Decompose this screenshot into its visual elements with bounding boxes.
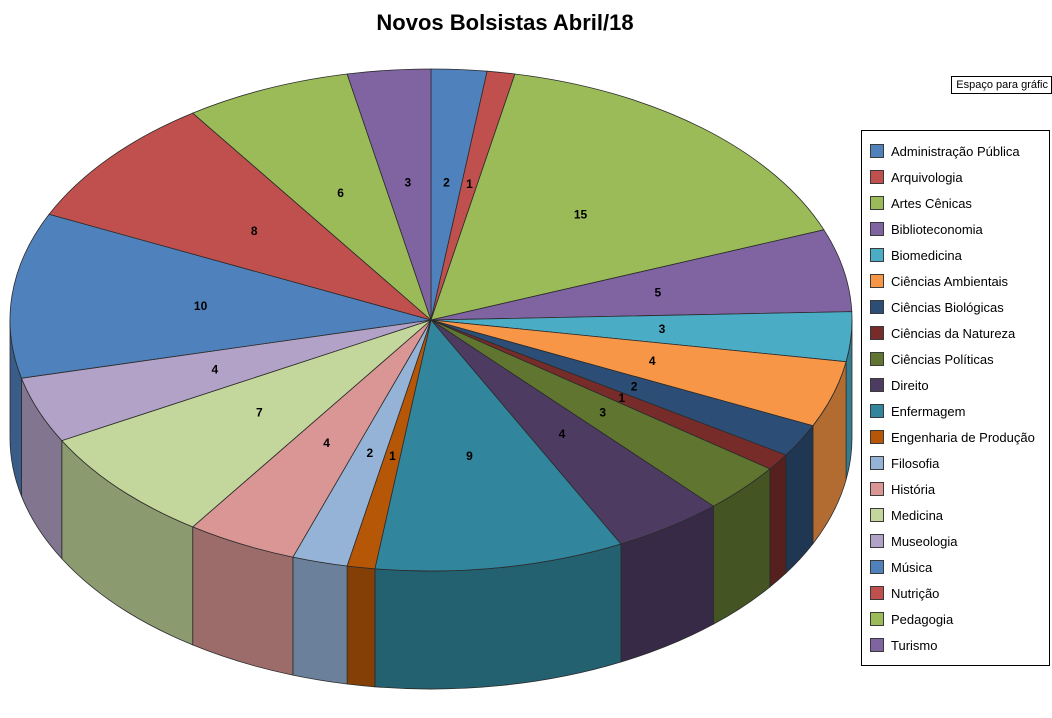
chart-spacer-textbox[interactable]: Espaço para gráfic — [951, 76, 1052, 94]
pie-slice-value-label: 5 — [655, 286, 662, 300]
pie-slice-value-label: 3 — [404, 176, 411, 190]
pie-slice-value-label: 1 — [389, 449, 396, 463]
legend-label: Ciências da Natureza — [891, 325, 1016, 341]
legend-label: Biblioteconomia — [891, 221, 983, 237]
legend-item-ciencias-biologicas[interactable]: Ciências Biológicas — [870, 294, 1045, 320]
legend-swatch — [870, 638, 884, 652]
pie-slice-medicina[interactable] — [61, 319, 432, 528]
legend-swatch — [870, 274, 884, 288]
legend-item-museologia[interactable]: Museologia — [870, 528, 1045, 554]
pie-slice-value-label: 2 — [443, 175, 450, 189]
legend-swatch — [870, 612, 884, 626]
chart-legend: Administração Pública Arquivologia Artes C… — [861, 130, 1050, 666]
legend-item-arquivologia[interactable]: Arquivologia — [870, 164, 1045, 190]
legend-label: História — [891, 481, 936, 497]
legend-item-filosofia[interactable]: Filosofia — [870, 450, 1045, 476]
pie-slice-value-label: 2 — [366, 446, 373, 460]
legend-label: Pedagogia — [891, 611, 954, 627]
legend-swatch — [870, 430, 884, 444]
legend-item-ciencias-politicas[interactable]: Ciências Políticas — [870, 346, 1045, 372]
pie-slice-side-engenharia-de-producao[interactable] — [346, 565, 376, 688]
pie-slice-value-label: 4 — [649, 354, 656, 368]
pie-slice-value-label: 15 — [574, 208, 588, 222]
legend-label: Engenharia de Produção — [891, 429, 1035, 445]
legend-swatch — [870, 248, 884, 262]
chart-title: Novos Bolsistas Abril/18 — [376, 10, 634, 35]
legend-swatch — [870, 404, 884, 418]
legend-swatch — [870, 456, 884, 470]
legend-label: Biomedicina — [891, 247, 962, 263]
legend-swatch — [870, 378, 884, 392]
legend-item-ciencias-ambientais[interactable]: Ciências Ambientais — [870, 268, 1045, 294]
legend-item-administracao-publica[interactable]: Administração Pública — [870, 138, 1045, 164]
pie-slice-value-label: 2 — [631, 379, 638, 393]
pie-slice-side-filosofia[interactable] — [292, 556, 348, 685]
legend-swatch — [870, 482, 884, 496]
legend-swatch — [870, 196, 884, 210]
pie-slice-nutricao[interactable] — [48, 112, 432, 321]
legend-swatch — [870, 300, 884, 314]
legend-label: Artes Cênicas — [891, 195, 972, 211]
legend-item-pedagogia[interactable]: Pedagogia — [870, 606, 1045, 632]
pie-slice-pedagogia[interactable] — [191, 73, 432, 322]
legend-item-medicina[interactable]: Medicina — [870, 502, 1045, 528]
legend-item-nutricao[interactable]: Nutrição — [870, 580, 1045, 606]
pie-slice-value-label: 9 — [466, 449, 473, 463]
pie-slice-value-label: 1 — [466, 177, 473, 191]
legend-label: Medicina — [891, 507, 944, 523]
legend-swatch — [870, 560, 884, 574]
legend-label: Filosofia — [891, 455, 940, 471]
legend-item-engenharia-de-producao[interactable]: Engenharia de Produção — [870, 424, 1045, 450]
legend-label: Museologia — [891, 533, 958, 549]
legend-swatch — [870, 352, 884, 366]
pie-slice-value-label: 8 — [251, 224, 258, 238]
legend-item-direito[interactable]: Direito — [870, 372, 1045, 398]
pie-slice-enfermagem[interactable] — [374, 319, 622, 572]
pie-slice-value-label: 3 — [659, 322, 666, 336]
legend-swatch — [870, 586, 884, 600]
pie-slice-value-label: 4 — [559, 427, 566, 441]
legend-label: Música — [891, 559, 933, 575]
pie-slice-artes-cenicas[interactable] — [430, 73, 825, 321]
legend-swatch — [870, 222, 884, 236]
legend-swatch — [870, 170, 884, 184]
legend-item-biblioteconomia[interactable]: Biblioteconomia — [870, 216, 1045, 242]
legend-label: Administração Pública — [891, 143, 1020, 159]
legend-item-turismo[interactable]: Turismo — [870, 632, 1045, 658]
legend-item-musica[interactable]: Música — [870, 554, 1045, 580]
pie-slice-value-label: 6 — [337, 186, 344, 200]
legend-item-biomedicina[interactable]: Biomedicina — [870, 242, 1045, 268]
legend-label: Ciências Biológicas — [891, 299, 1004, 315]
legend-swatch — [870, 326, 884, 340]
legend-swatch — [870, 508, 884, 522]
legend-label: Direito — [891, 377, 929, 393]
legend-item-enfermagem[interactable]: Enfermagem — [870, 398, 1045, 424]
pie-slice-value-label: 7 — [256, 406, 263, 420]
legend-swatch — [870, 144, 884, 158]
legend-label: Nutrição — [891, 585, 940, 601]
pie-slice-value-label: 1 — [619, 391, 626, 405]
legend-label: Arquivologia — [891, 169, 963, 185]
pie-slice-value-label: 3 — [599, 406, 606, 420]
legend-label: Enfermagem — [891, 403, 966, 419]
pie-slice-value-label: 10 — [194, 299, 208, 313]
legend-item-artes-cenicas[interactable]: Artes Cênicas — [870, 190, 1045, 216]
legend-swatch — [870, 534, 884, 548]
legend-label: Turismo — [891, 637, 938, 653]
pie-slice-biblioteconomia[interactable] — [430, 229, 853, 321]
pie-slice-value-label: 4 — [212, 363, 219, 377]
pie-slice-musica[interactable] — [9, 213, 432, 379]
pie-slice-value-label: 4 — [323, 436, 330, 450]
pie-slice-side-ciencias-da-natureza[interactable] — [769, 454, 787, 588]
legend-item-historia[interactable]: História — [870, 476, 1045, 502]
legend-label: Ciências Ambientais — [891, 273, 1009, 289]
legend-label: Ciências Políticas — [891, 351, 994, 367]
pie-slice-turismo[interactable] — [346, 68, 432, 321]
legend-item-ciencias-da-natureza[interactable]: Ciências da Natureza — [870, 320, 1045, 346]
